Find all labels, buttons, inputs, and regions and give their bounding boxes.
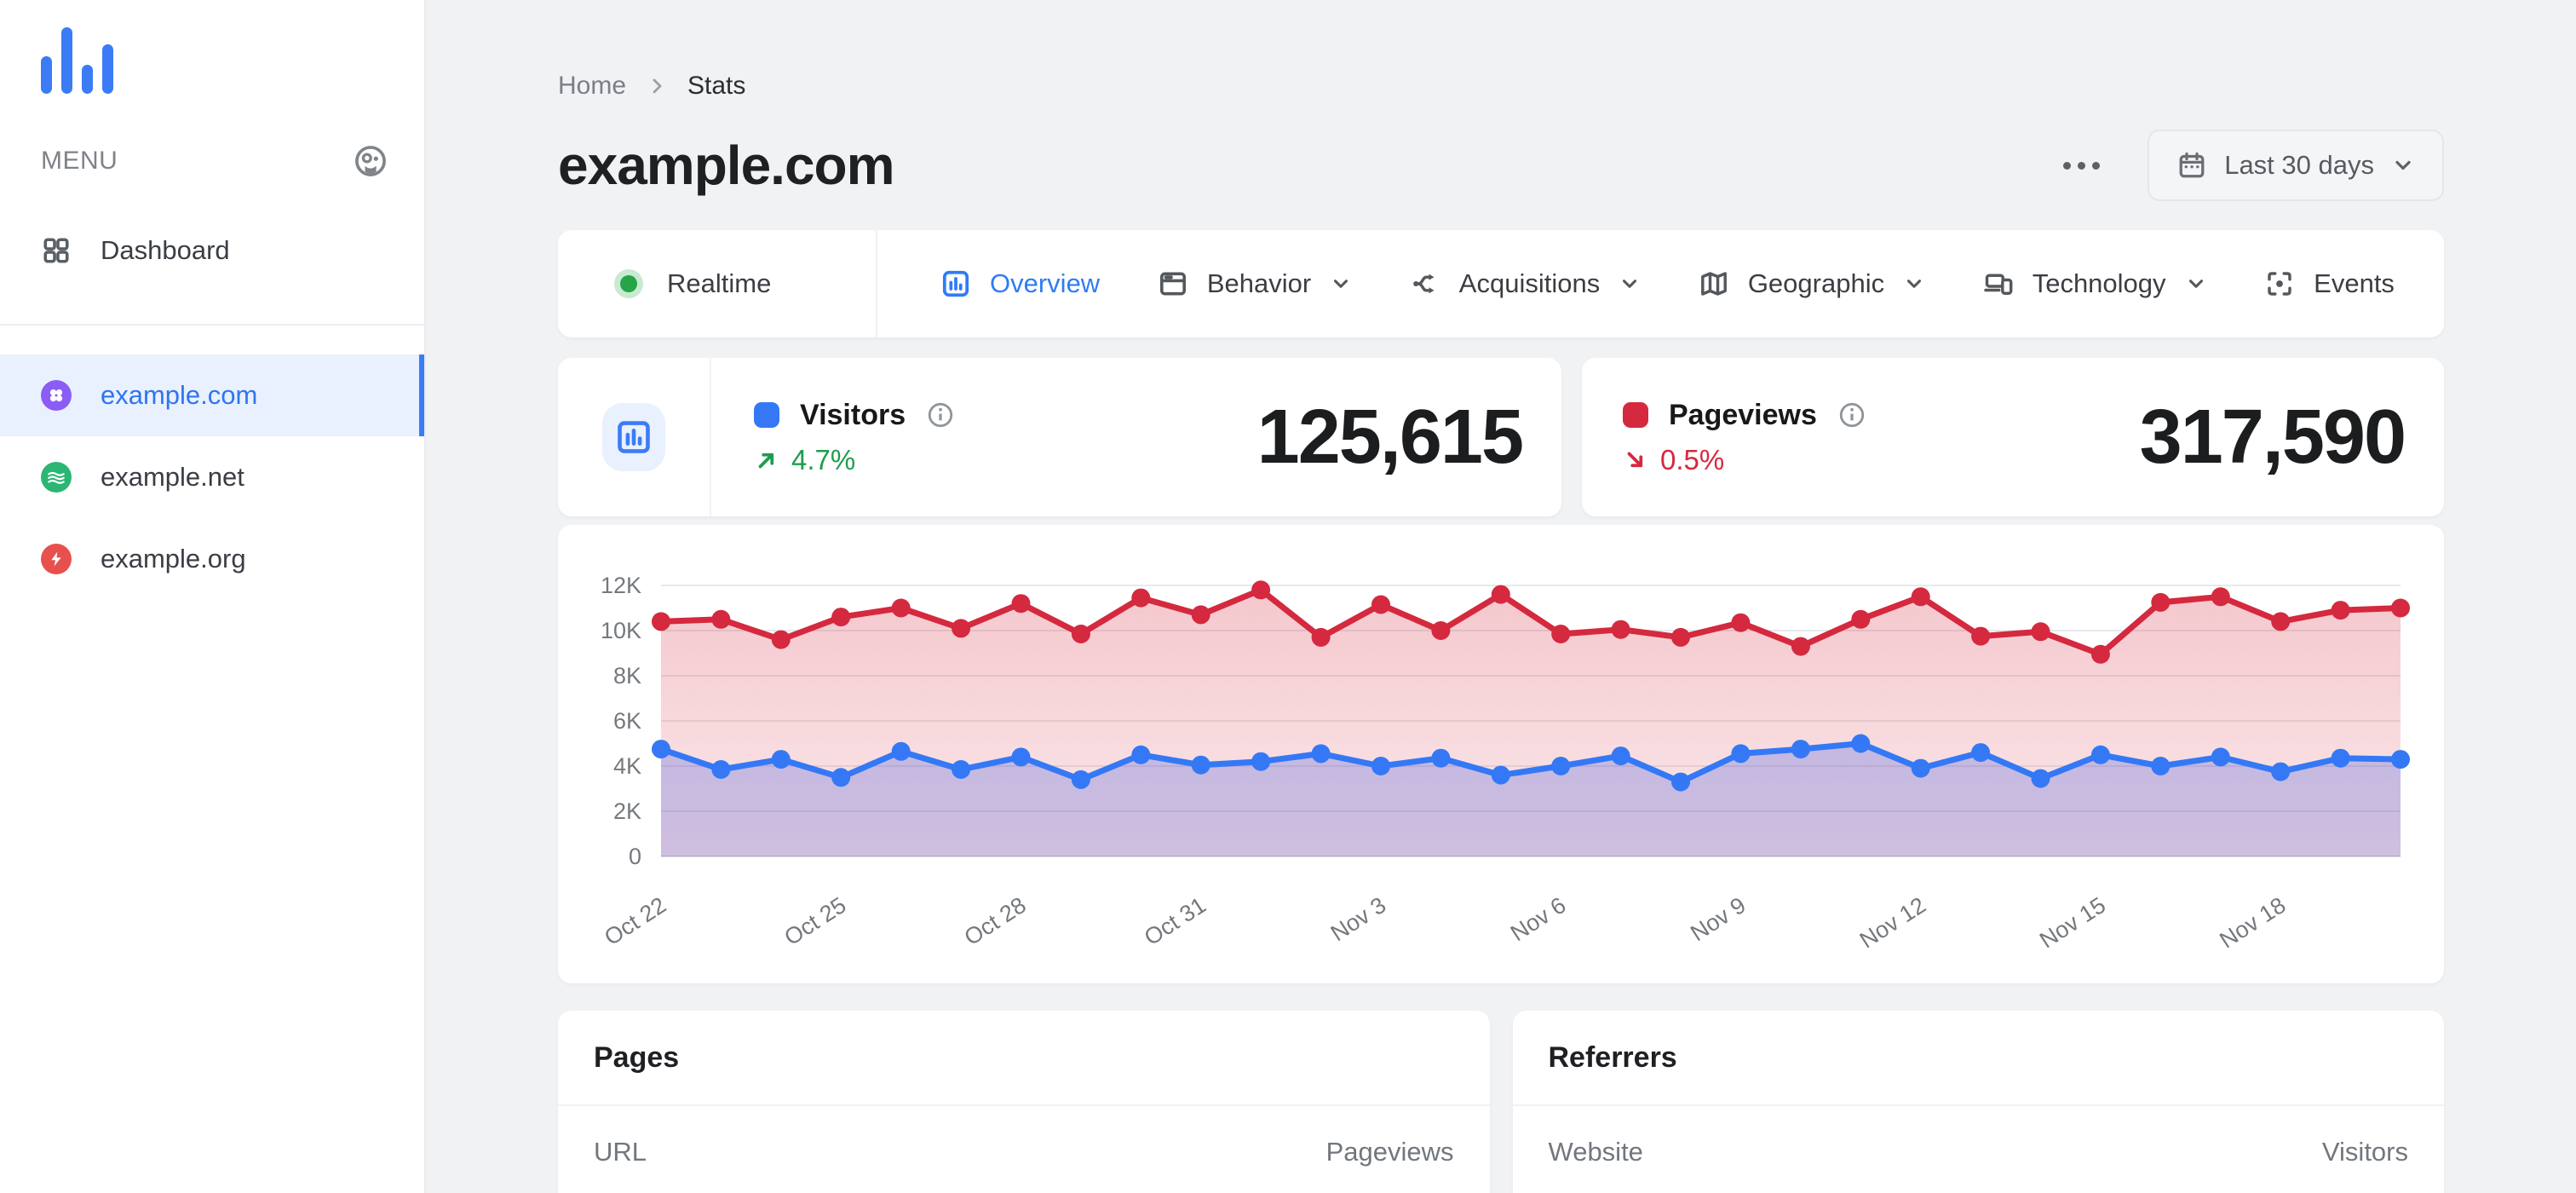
tab-label: Technology — [2032, 268, 2166, 298]
chevron-down-icon — [2391, 153, 2415, 177]
pages-panel: Pages URL Pageviews — [558, 1011, 1490, 1193]
main-content: Home Stats example.com Last 30 da — [426, 0, 2576, 1193]
stat-chart-icon — [602, 403, 665, 471]
stat-divider — [710, 358, 711, 516]
waves-icon — [41, 462, 72, 493]
svg-text:Oct 22: Oct 22 — [600, 892, 670, 950]
arrow-up-right-icon — [754, 447, 779, 473]
date-range-label: Last 30 days — [2224, 150, 2374, 180]
pageviews-color-swatch — [1623, 402, 1648, 428]
svg-text:12K: 12K — [601, 573, 641, 598]
svg-text:10K: 10K — [601, 618, 641, 643]
sidebar-site-label: example.org — [101, 544, 246, 573]
pageviews-stat-card: Pageviews 0.5% — [1582, 358, 2444, 516]
section-tabs: Realtime Overview — [558, 230, 2444, 337]
tab-realtime[interactable]: Realtime — [558, 268, 876, 299]
svg-text:Nov 3: Nov 3 — [1326, 892, 1391, 947]
chevron-down-icon — [2185, 273, 2207, 295]
stat-label: Pageviews — [1669, 398, 1817, 431]
tab-label: Realtime — [667, 268, 772, 298]
svg-text:2K: 2K — [613, 798, 641, 824]
app-logo-bar-chart-icon — [41, 27, 424, 94]
traffic-chart-card: 0 2K 4K 6K 8K 10K 12K Oct 22 Oct 25 Oct 28 Oct 31 N… — [558, 525, 2444, 983]
overview-chart-icon — [940, 268, 971, 299]
svg-text:8K: 8K — [613, 663, 641, 689]
arrow-down-right-icon — [1623, 447, 1648, 473]
tab-behavior[interactable]: Behavior — [1158, 268, 1352, 299]
svg-text:6K: 6K — [613, 708, 641, 734]
visitors-value: 125,615 — [1256, 394, 1524, 480]
live-dot-icon — [614, 269, 643, 298]
info-icon[interactable] — [1837, 401, 1866, 429]
scan-target-icon — [2264, 268, 2295, 299]
sidebar-site-example-net[interactable]: example.net — [0, 436, 424, 518]
svg-text:Nov 9: Nov 9 — [1686, 892, 1751, 947]
sidebar: MENU Dashboard — [0, 0, 426, 1193]
visitors-stat-card: Visitors 4.7% — [558, 358, 1561, 516]
date-range-button[interactable]: Last 30 days — [2148, 130, 2444, 201]
panel-title: Referrers — [1548, 1040, 1677, 1074]
page-title: example.com — [558, 135, 895, 196]
sidebar-site-label: example.com — [101, 380, 258, 410]
tab-divider — [876, 230, 877, 337]
info-icon[interactable] — [926, 401, 955, 429]
clover-icon — [41, 380, 72, 411]
more-options-button[interactable] — [2055, 153, 2108, 178]
sidebar-divider — [0, 324, 424, 326]
svg-text:0: 0 — [629, 844, 641, 869]
svg-text:Nov 15: Nov 15 — [2035, 892, 2110, 954]
grid-icon — [41, 235, 72, 266]
branch-arrows-icon — [1410, 268, 1440, 299]
stat-label: Visitors — [800, 398, 906, 431]
tab-label: Behavior — [1206, 268, 1312, 298]
svg-text:Oct 25: Oct 25 — [779, 892, 850, 950]
column-header-url: URL — [594, 1137, 647, 1167]
menu-heading: MENU — [41, 147, 118, 175]
svg-text:Nov 18: Nov 18 — [2215, 892, 2290, 954]
tab-acquisitions[interactable]: Acquisitions — [1410, 268, 1641, 299]
breadcrumb: Home Stats — [558, 72, 2444, 101]
svg-text:Nov 12: Nov 12 — [1855, 892, 1930, 954]
tab-label: Acquisitions — [1458, 268, 1601, 298]
sidebar-item-label: Dashboard — [101, 235, 230, 265]
account-icon[interactable] — [353, 143, 388, 179]
breadcrumb-home-link[interactable]: Home — [558, 72, 627, 100]
calendar-icon — [2176, 150, 2207, 181]
pageviews-value: 317,590 — [2139, 394, 2406, 480]
tab-technology[interactable]: Technology — [1983, 268, 2207, 299]
map-icon — [1699, 268, 1729, 299]
ellipsis-icon — [2063, 161, 2072, 170]
chevron-down-icon — [1903, 273, 1925, 295]
referrers-panel: Referrers Website Visitors — [1512, 1011, 2444, 1193]
chevron-down-icon — [1330, 273, 1352, 295]
sidebar-site-label: example.net — [101, 462, 244, 492]
column-header-pageviews: Pageviews — [1325, 1137, 1454, 1167]
sidebar-site-example-com[interactable]: example.com — [0, 354, 424, 436]
panel-title: Pages — [594, 1040, 680, 1074]
chevron-right-icon — [647, 76, 667, 96]
tab-geographic[interactable]: Geographic — [1699, 268, 1925, 299]
svg-text:Oct 28: Oct 28 — [960, 892, 1031, 950]
tab-label: Events — [2314, 268, 2395, 298]
visitors-color-swatch — [754, 402, 779, 428]
sidebar-item-dashboard[interactable]: Dashboard — [0, 210, 424, 291]
sidebar-site-example-org[interactable]: example.org — [0, 518, 424, 600]
column-header-website: Website — [1548, 1137, 1643, 1167]
svg-text:Nov 6: Nov 6 — [1506, 892, 1571, 947]
svg-text:4K: 4K — [613, 753, 641, 779]
window-layout-icon — [1158, 268, 1188, 299]
breadcrumb-current: Stats — [687, 72, 746, 100]
tab-events[interactable]: Events — [2264, 268, 2395, 299]
svg-text:Oct 31: Oct 31 — [1140, 892, 1210, 950]
tab-overview[interactable]: Overview — [940, 268, 1100, 299]
devices-icon — [1983, 268, 2014, 299]
stat-change-value: 4.7% — [791, 443, 856, 475]
tab-label: Geographic — [1747, 268, 1885, 298]
bolt-icon — [41, 544, 72, 574]
column-header-visitors: Visitors — [2321, 1137, 2408, 1167]
traffic-area-chart[interactable]: 0 2K 4K 6K 8K 10K 12K Oct 22 Oct 25 Oct 28 Oct 31 N… — [558, 525, 2444, 983]
stat-change-value: 0.5% — [1660, 443, 1725, 475]
tab-label: Overview — [990, 268, 1101, 298]
chevron-down-icon — [1619, 273, 1641, 295]
